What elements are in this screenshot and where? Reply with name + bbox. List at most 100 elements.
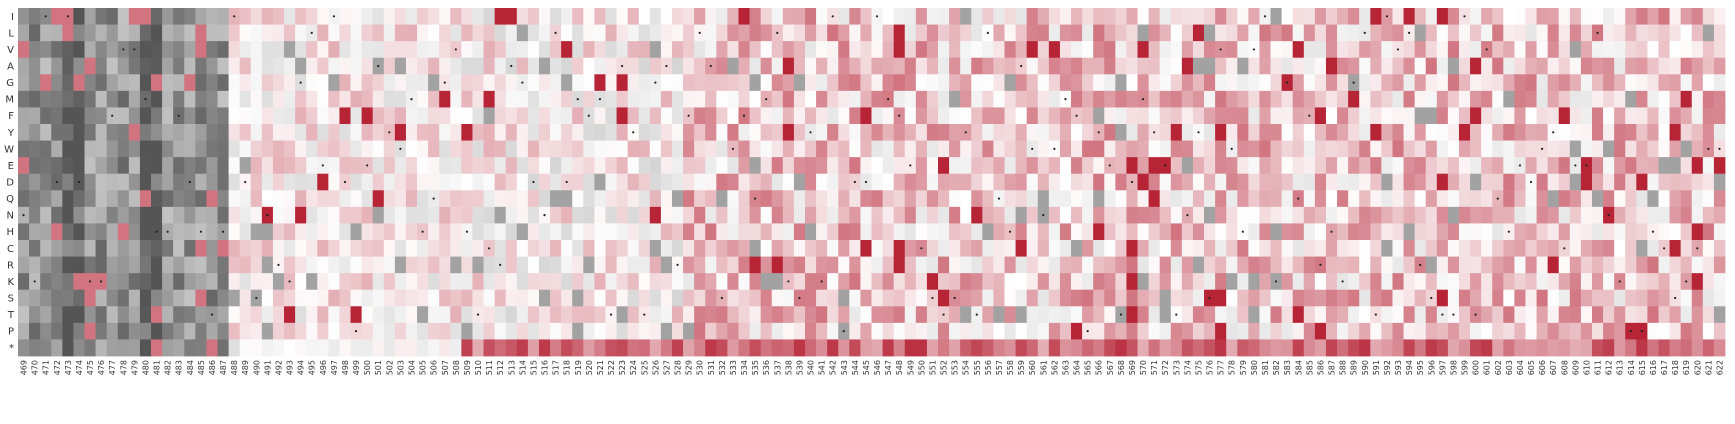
heatmap-cell [372,41,385,59]
heatmap-cell [1558,173,1571,191]
heatmap-cell [616,8,629,25]
heatmap-cell [1314,289,1327,307]
heatmap-cell [84,74,96,92]
heatmap-cell [904,256,917,274]
heatmap-cell [572,240,584,257]
heatmap-cell [361,107,374,125]
heatmap-cell [1658,57,1670,75]
heatmap-cell [1259,289,1271,307]
heatmap-cell [705,41,717,59]
wildtype-dot [953,296,956,300]
heatmap-cell [217,322,229,340]
heatmap-cell [372,273,385,291]
heatmap-cell [949,157,961,175]
heatmap-cell [694,306,706,324]
heatmap-cell [771,206,784,224]
heatmap-cell [1337,223,1349,241]
heatmap-cell [1370,322,1382,340]
column-label: 528 [674,360,683,375]
heatmap-cell [206,74,218,92]
heatmap-cell [206,124,218,141]
heatmap-cell [561,339,573,357]
heatmap-cell [782,240,795,257]
heatmap-cell [128,140,141,158]
heatmap-cell [1325,124,1338,141]
heatmap-cell [173,289,185,307]
heatmap-cell [1636,256,1648,274]
heatmap-cell [1558,8,1571,25]
heatmap-cell [1148,57,1161,75]
heatmap-cell [73,57,85,75]
heatmap-cell [1447,289,1460,307]
heatmap-cell [749,157,762,175]
heatmap-cell [1082,8,1094,25]
heatmap-cell [239,140,252,158]
heatmap-cell [1492,140,1504,158]
heatmap-cell [272,24,285,42]
column-label: 539 [795,360,804,375]
heatmap-cell [339,256,351,274]
heatmap-cell [1115,8,1127,25]
heatmap-cell [904,273,917,291]
heatmap-cell [660,273,673,291]
heatmap-cell [1004,240,1016,257]
heatmap-cell [771,140,784,158]
heatmap-cell [1614,24,1626,42]
heatmap-cell [1658,41,1670,59]
heatmap-cell [550,140,562,158]
heatmap-cell [1425,124,1438,141]
heatmap-cell [1669,90,1682,108]
heatmap-cell [1015,273,1028,291]
heatmap-cell [1026,289,1039,307]
row-label: R [7,260,14,271]
heatmap-cell [284,24,296,42]
column-label: 565 [1084,360,1093,375]
heatmap-cell [1636,339,1648,357]
column-label: 573 [1172,360,1181,375]
heatmap-cell [971,24,983,42]
heatmap-cell [1359,256,1371,274]
heatmap-cell [394,107,407,125]
heatmap-cell [1580,306,1593,324]
heatmap-cell [439,124,451,141]
heatmap-cell [18,306,30,324]
heatmap-cell [1603,41,1615,59]
heatmap-cell [1536,273,1549,291]
heatmap-cell [295,339,307,357]
heatmap-cell [1669,124,1682,141]
heatmap-cell [782,256,795,274]
heatmap-cell [461,206,473,224]
heatmap-cell [162,173,174,191]
heatmap-cell [760,322,773,340]
heatmap-cell [538,339,551,357]
heatmap-cell [95,322,108,340]
heatmap-cell [1558,157,1571,175]
heatmap-cell [594,322,606,340]
heatmap-cell [1259,240,1271,257]
column-label: 555 [973,360,982,375]
heatmap-cell [1492,339,1504,357]
heatmap-cell [195,107,207,125]
heatmap-cell [1048,173,1061,191]
heatmap-cell [228,339,241,357]
heatmap-cell [1580,240,1593,257]
heatmap-cell [516,107,529,125]
heatmap-cell [1647,322,1659,340]
column-label: 529 [685,360,694,375]
heatmap-cell [106,173,119,191]
heatmap-cell [73,140,85,158]
heatmap-cell [1071,273,1083,291]
heatmap-cell [605,190,617,208]
heatmap-cell [405,157,418,175]
heatmap-cell [195,190,207,208]
column-label: 595 [1416,360,1425,375]
heatmap-cell [1004,256,1016,274]
heatmap-cell [1359,339,1371,357]
heatmap-cell [261,173,274,191]
heatmap-cell [793,322,806,340]
heatmap-cell [505,107,518,125]
column-label: 542 [829,360,838,375]
heatmap-cell [982,74,994,92]
wildtype-dot [898,114,901,117]
heatmap-cell [40,223,52,241]
